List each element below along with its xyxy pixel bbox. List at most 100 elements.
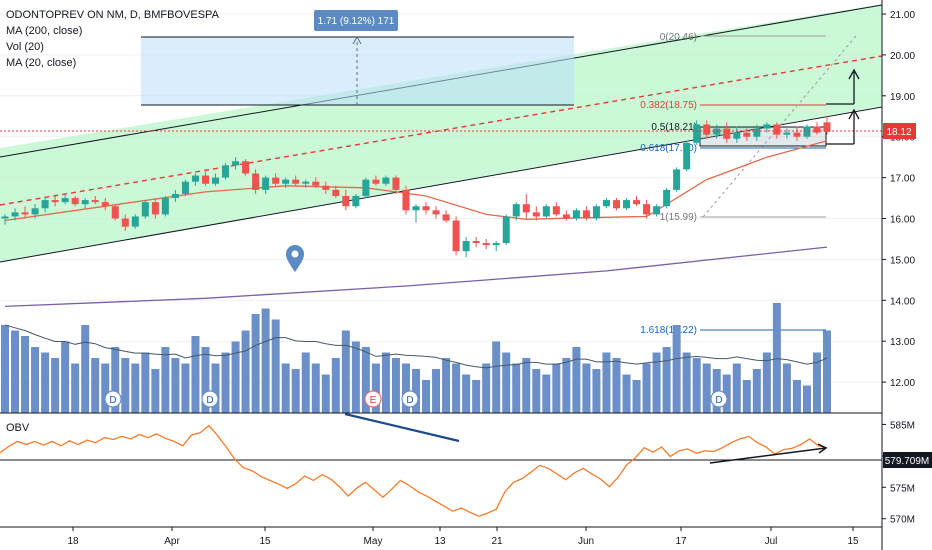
candle bbox=[733, 126, 741, 143]
trend-channel bbox=[0, 4, 882, 262]
candle bbox=[11, 208, 19, 221]
fib-1618-label: 1.618(13.22) bbox=[640, 325, 697, 336]
location-pin-icon[interactable] bbox=[286, 245, 304, 272]
candle bbox=[673, 167, 681, 192]
legend-obv: OBV bbox=[6, 422, 30, 434]
time-axis: 18 Apr 15 May 13 21 Jun 17 Jul 15 bbox=[67, 527, 859, 547]
candle bbox=[402, 185, 410, 215]
volume-bar bbox=[121, 358, 130, 413]
candle bbox=[693, 120, 701, 145]
measure-label: 1.71 (9.12%) 171 bbox=[318, 16, 395, 27]
volume-bar bbox=[652, 352, 661, 413]
volume-bar bbox=[361, 347, 370, 413]
volume-bar bbox=[281, 363, 290, 413]
event-marker-dividend-4[interactable]: D bbox=[715, 395, 722, 406]
volume-bar bbox=[371, 363, 380, 413]
fibonacci-retracement[interactable]: 0(20.46) 0.382(18.75) 0.5(18.21) 0.618(1… bbox=[640, 32, 857, 336]
volume-bar bbox=[391, 358, 400, 413]
volume-bar bbox=[823, 330, 831, 413]
candle bbox=[562, 210, 570, 221]
time-tick-label: 18 bbox=[67, 536, 79, 547]
event-marker-earnings[interactable]: E bbox=[370, 395, 377, 406]
ma20-line bbox=[4, 140, 828, 222]
volume-bar bbox=[251, 314, 260, 413]
volume-bar bbox=[532, 369, 541, 413]
candle bbox=[763, 122, 771, 133]
volume-bar bbox=[1, 325, 9, 413]
volume-bar bbox=[632, 380, 641, 413]
fib-05-label: 0.5(18.21) bbox=[651, 122, 697, 133]
legend-ma200: MA (200, close) bbox=[6, 25, 82, 37]
volume-bar bbox=[522, 358, 531, 413]
candle bbox=[753, 124, 761, 141]
volume-bar bbox=[161, 347, 170, 413]
volume-bar bbox=[71, 363, 80, 413]
candle bbox=[131, 214, 139, 229]
fib-0382-label: 0.382(18.75) bbox=[640, 100, 697, 111]
volume-bar bbox=[572, 347, 581, 413]
volume-bar bbox=[592, 369, 601, 413]
event-marker-dividend-2[interactable]: D bbox=[206, 395, 213, 406]
volume-bars bbox=[1, 303, 831, 413]
event-marker-dividend-3[interactable]: D bbox=[406, 395, 413, 406]
volume-bar bbox=[201, 347, 210, 413]
volume-bar bbox=[301, 352, 310, 413]
candle bbox=[71, 196, 79, 207]
candle bbox=[342, 189, 350, 211]
volume-bar bbox=[422, 380, 431, 413]
candle bbox=[472, 236, 480, 248]
volume-bar bbox=[612, 358, 621, 413]
legend-ma20: MA (20, close) bbox=[6, 57, 76, 69]
time-tick-label: Jul bbox=[765, 536, 778, 547]
candle bbox=[121, 214, 129, 231]
candle bbox=[612, 198, 620, 211]
price-tag: 18.12 bbox=[886, 127, 911, 138]
candle bbox=[101, 198, 109, 211]
candle bbox=[412, 204, 420, 223]
candle bbox=[512, 202, 520, 221]
divergence-line bbox=[344, 412, 460, 443]
candle bbox=[793, 126, 801, 141]
candle bbox=[262, 175, 270, 194]
candle bbox=[653, 204, 661, 217]
candle bbox=[783, 128, 791, 139]
candle bbox=[91, 196, 99, 205]
volume-bar bbox=[41, 352, 50, 413]
volume-bar bbox=[782, 363, 791, 413]
fib-1-label: 1(15.99) bbox=[660, 212, 697, 223]
price-tick-label: 19.00 bbox=[890, 92, 915, 103]
volume-bar bbox=[732, 363, 741, 413]
volume-bar bbox=[762, 352, 771, 413]
volume-bar bbox=[792, 380, 801, 413]
event-marker-dividend-1[interactable]: D bbox=[109, 395, 116, 406]
candle bbox=[51, 196, 59, 207]
candle bbox=[332, 185, 340, 199]
obv-line bbox=[0, 424, 828, 517]
volume-bar bbox=[692, 358, 701, 413]
candle bbox=[302, 179, 310, 188]
time-tick-label: 13 bbox=[434, 536, 446, 547]
candle bbox=[151, 198, 159, 219]
candle bbox=[502, 214, 510, 246]
candle bbox=[191, 173, 199, 186]
candle bbox=[743, 128, 751, 141]
volume-bar bbox=[452, 363, 461, 413]
candle bbox=[643, 200, 651, 219]
candle bbox=[81, 198, 89, 209]
volume-bar bbox=[602, 352, 611, 413]
time-tick-label: 21 bbox=[491, 536, 503, 547]
volume-bar bbox=[381, 352, 390, 413]
candle bbox=[161, 196, 169, 217]
candle bbox=[713, 124, 721, 139]
price-tick-label: 15.00 bbox=[890, 255, 915, 266]
volume-bar bbox=[682, 352, 691, 413]
candle bbox=[723, 122, 731, 143]
time-tick-label: 15 bbox=[847, 536, 859, 547]
candle bbox=[252, 169, 260, 194]
volume-bar bbox=[61, 341, 70, 413]
candle bbox=[31, 204, 39, 219]
candle bbox=[61, 193, 69, 205]
price-tick-label: 21.00 bbox=[890, 10, 915, 21]
obv-tick-label: 575M bbox=[890, 483, 915, 494]
